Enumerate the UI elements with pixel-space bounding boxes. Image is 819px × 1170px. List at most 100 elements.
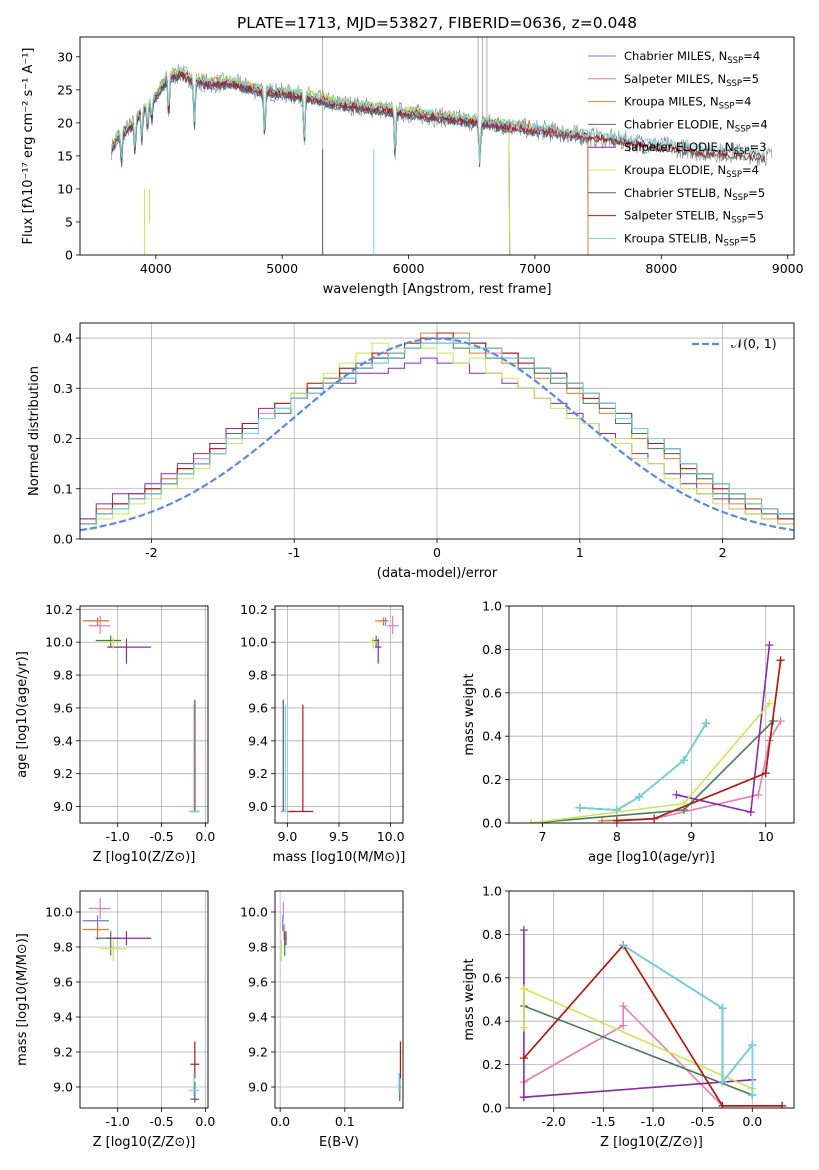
residuals-frame	[79, 322, 795, 540]
legend-ssp-subscript: SSP	[724, 238, 740, 248]
spectrum-axes: 4000 5000 6000 7000 8000 9000 0 5 10 15 20 25 30 wave…	[21, 48, 804, 298]
x-tick-label: 10.0	[377, 829, 405, 844]
legend-nssp-value: 4	[744, 95, 751, 109]
legend-label: Kroupa MILES, NSSP=4	[624, 95, 751, 112]
y-tick-label: 0.0	[482, 816, 502, 831]
weight-line	[622, 944, 754, 1095]
errorbar-point	[375, 617, 387, 626]
y-tick-label: 10.0	[45, 905, 73, 920]
histogram-step	[80, 337, 794, 525]
errorbar-point	[282, 704, 289, 813]
x-tick-label: -1	[288, 545, 300, 560]
x-tick-label: 0.0	[195, 829, 215, 844]
y-tick-label: 9.6	[53, 700, 73, 715]
legend-label: Salpeter STELIB, NSSP=5	[624, 209, 764, 226]
y-axis-label: mass [log10(M/M⊙)]	[15, 933, 30, 1066]
model-spectrum-line	[111, 71, 589, 255]
age_vs_mass-axes: 9.0 9.5 10.0 9.0 9.2 9.4 9.6 9.8 10.0 10.2 mass [l…	[240, 602, 405, 865]
errorbar-point	[188, 1073, 200, 1096]
y-tick-label: 1.0	[482, 884, 502, 899]
x-axis-label: (data-model)/error	[377, 566, 498, 581]
x-axis-label: E(B-V)	[319, 1135, 359, 1150]
x-tick-label: 0.0	[270, 1114, 290, 1129]
residuals-axes: -2 -1 0 1 2 0.0 0.1 0.2 0.3 0.4 (data-model)/error…	[27, 323, 794, 581]
y-tick-label: 5	[65, 214, 73, 229]
y-tick-label: 9.0	[53, 799, 73, 814]
y-tick-label: 0.6	[482, 685, 502, 700]
legend-label: Kroupa ELODIE, NSSP=4	[624, 163, 759, 180]
y-tick-label: 10.0	[240, 635, 268, 650]
legend-label: Chabrier MILES, NSSP=4	[624, 49, 760, 66]
errorbar-point	[82, 617, 109, 626]
y-tick-label: 0.8	[482, 642, 502, 657]
errorbar-point	[282, 901, 285, 919]
errorbar-point	[190, 1081, 200, 1103]
legend-nssp: , N	[708, 231, 724, 245]
x-tick-label: 0.0	[742, 1114, 762, 1129]
legend-series-name: Chabrier MILES	[624, 49, 711, 63]
y-tick-label: 9.4	[248, 733, 268, 748]
y-tick-label: 0.1	[53, 481, 73, 496]
mass_vs_EBV-axes: 0.0 0.1 9.0 9.2 9.4 9.6 9.8 10.0 E(B-V)	[240, 891, 403, 1150]
weight-line	[622, 944, 754, 1095]
chart-title: PLATE=1713, MJD=53827, FIBERID=0636, z=0…	[237, 14, 637, 32]
errorbar-point	[107, 638, 152, 664]
x-tick-label: 2	[719, 545, 727, 560]
errorbar-point	[386, 615, 399, 634]
x-tick-label: 0	[433, 545, 441, 560]
errorbar-point	[367, 637, 378, 649]
errorbar-point	[282, 915, 284, 932]
mass_vs_Z-axes: -1.0 -0.5 0.0 9.0 9.2 9.4 9.6 9.8 10.0 Z [log10(Z…	[15, 891, 215, 1150]
legend-nssp: , N	[703, 95, 719, 109]
weight-line	[622, 944, 754, 1095]
model-spectrum-line	[111, 71, 589, 255]
y-tick-label: 0.3	[53, 381, 73, 396]
legend-nssp-value: 5	[752, 72, 759, 86]
y-tick-label: 9.8	[53, 940, 73, 955]
legend-series-name: Kroupa STELIB	[624, 231, 708, 245]
legend-ssp-subscript: SSP	[731, 216, 747, 226]
legend-nssp-value: 4	[752, 163, 759, 177]
y-axis-label: Normed distribution	[27, 366, 42, 496]
errorbar-point	[188, 704, 200, 813]
age_vs_Z-axes: -1.0 -0.5 0.0 9.0 9.2 9.4 9.6 9.8 10.0 10.2 Z [log…	[15, 602, 215, 865]
y-tick-label: 0.8	[482, 927, 502, 942]
legend-nssp-value: 4	[760, 117, 767, 131]
mass_vs_Z-frame	[79, 890, 209, 1109]
y-axis-label: Flux [fλ10⁻¹⁷ erg cm⁻² s⁻¹ A⁻¹]	[21, 48, 36, 245]
y-axis-label: mass weight	[462, 958, 477, 1040]
x-tick-label: 10	[758, 829, 774, 844]
y-tick-label: 9.2	[248, 1045, 268, 1060]
legend-series-name: Kroupa ELODIE	[624, 163, 710, 177]
x-tick-label: 5000	[266, 261, 298, 276]
errorbar-point	[398, 1073, 400, 1093]
y-tick-label: 9.2	[53, 766, 73, 781]
histogram-step	[80, 342, 794, 530]
y-tick-label: 9.0	[248, 1080, 268, 1095]
spectrum-frame	[79, 36, 795, 256]
weight-line	[523, 943, 783, 1107]
x-axis-label: Z [log10(Z/Z⊙)]	[93, 1135, 196, 1150]
legend-series-name: Salpeter MILES	[624, 72, 710, 86]
x-tick-label: 7000	[519, 261, 551, 276]
legend-nssp: , N	[710, 163, 726, 177]
errorbar-point	[88, 898, 111, 919]
histogram-step	[80, 357, 794, 525]
errorbar-point	[284, 931, 286, 956]
legend-label: Salpeter ELODIE, NSSP=3	[624, 140, 767, 157]
y-tick-label: 9.4	[248, 1010, 268, 1025]
y-tick-label: 0.6	[482, 970, 502, 985]
age_vs_mass-frame	[274, 605, 404, 824]
legend-label: Salpeter MILES, NSSP=5	[624, 72, 759, 89]
y-tick-label: 9.8	[53, 668, 73, 683]
model-spectrum-line	[111, 66, 766, 164]
x-tick-label: 8	[613, 829, 621, 844]
x-tick-label: 6000	[393, 261, 425, 276]
y-tick-label: 0.2	[482, 772, 502, 787]
y-tick-label: 9.8	[248, 668, 268, 683]
legend-series-name: Salpeter STELIB	[624, 209, 715, 223]
legend-nssp: , N	[715, 209, 731, 223]
y-tick-label: 9.6	[53, 975, 73, 990]
legend-equals: =	[747, 209, 757, 223]
